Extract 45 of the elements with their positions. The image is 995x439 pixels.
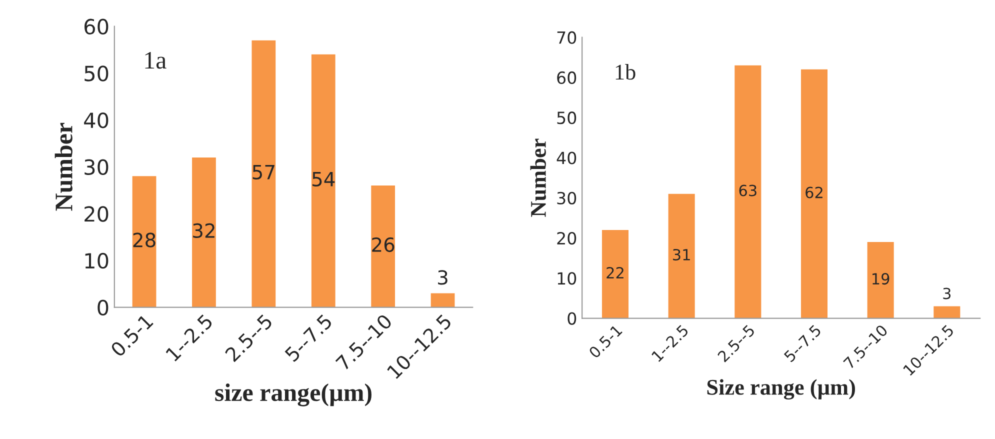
y-tick-label: 0 xyxy=(98,300,108,316)
annotation: 1b xyxy=(616,64,636,80)
x-axis-title: size range(µm) xyxy=(215,384,372,406)
y-axis-title: Number xyxy=(530,138,546,217)
y-tick-label: 20 xyxy=(557,232,576,245)
y-tick-label: 40 xyxy=(84,112,108,128)
bar xyxy=(602,230,629,318)
data-label: 22 xyxy=(606,267,624,278)
bar xyxy=(800,69,828,318)
data-label: 31 xyxy=(673,248,690,260)
y-tick-label: 0 xyxy=(568,312,576,325)
bar xyxy=(867,242,894,318)
bar xyxy=(430,293,455,308)
bar xyxy=(934,306,960,318)
x-axis-title: Size range (µm) xyxy=(707,379,855,400)
y-tick-label: 70 xyxy=(557,31,576,44)
bar xyxy=(192,157,216,308)
y-tick-label: 10 xyxy=(558,272,576,285)
y-tick-label: 20 xyxy=(84,206,108,222)
bar xyxy=(252,40,276,308)
data-label: 19 xyxy=(872,273,890,285)
y-tick-label: 50 xyxy=(557,112,576,124)
bar xyxy=(371,186,396,308)
bar xyxy=(668,194,695,318)
y-tick-label: 60 xyxy=(557,71,576,84)
y-tick-label: 10 xyxy=(85,252,108,269)
data-label: 54 xyxy=(312,172,335,187)
data-label: 62 xyxy=(806,186,822,198)
data-label: 57 xyxy=(252,165,274,180)
annotation: 1a xyxy=(145,52,166,69)
y-tick-label: 40 xyxy=(556,152,576,164)
y-tick-label: 60 xyxy=(84,18,108,35)
data-label: 3 xyxy=(438,270,448,285)
bar xyxy=(311,54,336,308)
y-tick-label: 30 xyxy=(557,192,576,204)
data-label: 26 xyxy=(372,237,394,252)
y-tick-label: 30 xyxy=(84,159,108,176)
data-label: 32 xyxy=(193,223,214,238)
y-tick-label: 50 xyxy=(84,66,108,82)
bar xyxy=(132,176,156,308)
data-label: 3 xyxy=(943,288,951,300)
bar xyxy=(734,65,762,318)
data-label: 28 xyxy=(133,232,156,248)
y-axis-title: Number xyxy=(54,122,72,211)
data-label: 63 xyxy=(739,184,756,196)
